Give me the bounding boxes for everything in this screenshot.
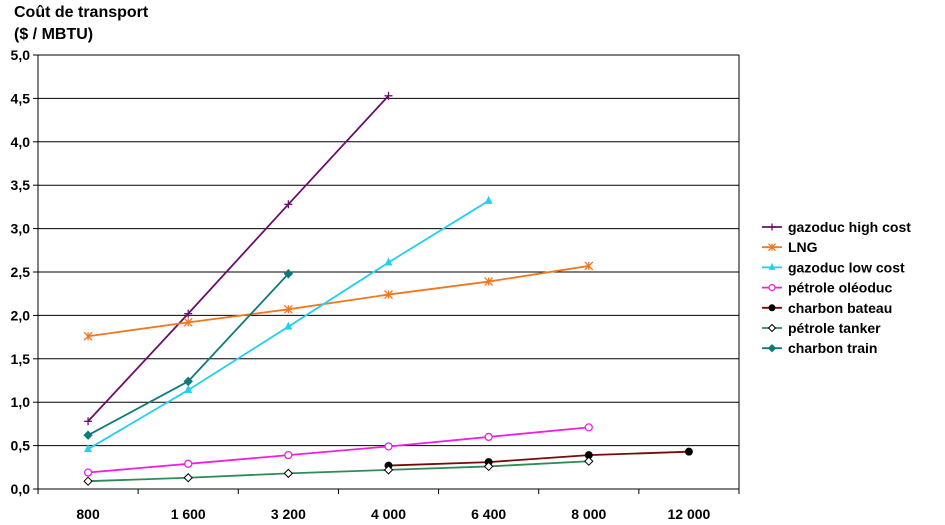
chart-title-line2: ($ / MBTU): [14, 26, 93, 43]
legend-item: gazoduc low cost: [762, 259, 905, 275]
legend-label: pétrole oléoduc: [788, 280, 892, 296]
legend: gazoduc high cost LNG gazoduc low cost pétr…: [762, 219, 911, 356]
series-2: [84, 196, 493, 452]
series-line: [88, 461, 589, 481]
x-tick-label: 1 600: [171, 506, 206, 522]
circle-open-marker: [85, 469, 92, 476]
axes: 0,0 0,5 1,0 1,5 2,0 2,5 3,0 3,5 4,0 4,5 5,0 800 1 60…: [11, 47, 739, 522]
x-tick-label: 4 000: [371, 506, 406, 522]
diamond-open-marker: [769, 325, 776, 332]
diamond-filled-marker: [769, 345, 776, 352]
legend-label: pétrole tanker: [788, 320, 881, 336]
x-tick-label: 8 000: [571, 506, 606, 522]
legend-label: LNG: [788, 239, 818, 255]
y-tick-label: 5,0: [11, 47, 31, 63]
legend-label: charbon bateau: [788, 300, 892, 316]
circle-open-marker: [385, 443, 392, 450]
y-tick-label: 1,5: [11, 351, 31, 367]
series-line: [88, 274, 288, 435]
chart-title-line1: Coût de transport: [14, 4, 149, 21]
series-4: [385, 448, 692, 469]
legend-item: LNG: [762, 239, 818, 255]
triangle-marker: [485, 196, 493, 204]
legend-label: charbon train: [788, 340, 877, 356]
x-tick-label: 3 200: [271, 506, 306, 522]
x-tick-label: 6 400: [471, 506, 506, 522]
gridlines: [38, 55, 739, 446]
y-tick-label: 0,0: [11, 481, 31, 497]
legend-item: pétrole tanker: [762, 320, 881, 336]
diamond-open-marker: [84, 477, 92, 485]
legend-item: gazoduc high cost: [762, 219, 911, 235]
x-tick-label: 12 000: [668, 506, 711, 522]
series-5: [84, 457, 593, 485]
series-line: [88, 96, 388, 422]
y-tick-label: 4,5: [11, 90, 31, 106]
series-line: [88, 266, 589, 336]
y-tick-label: 2,0: [11, 307, 31, 323]
legend-item: pétrole oléoduc: [762, 280, 892, 296]
legend-label: gazoduc high cost: [788, 219, 911, 235]
circle-filled-marker: [685, 448, 692, 455]
circle-open-marker: [769, 285, 775, 291]
series-3: [85, 424, 593, 476]
triangle-marker: [769, 263, 776, 270]
y-tick-label: 2,5: [11, 264, 31, 280]
y-tick-label: 4,0: [11, 134, 31, 150]
diamond-open-marker: [184, 474, 192, 482]
legend-label: gazoduc low cost: [788, 259, 905, 275]
series-group: [84, 92, 692, 485]
y-tick-label: 3,5: [11, 177, 31, 193]
legend-item: charbon bateau: [762, 300, 892, 316]
circle-open-marker: [185, 460, 192, 467]
series-1: [84, 262, 593, 340]
circle-open-marker: [285, 452, 292, 459]
y-tick-label: 0,5: [11, 438, 31, 454]
circle-filled-marker: [769, 305, 775, 311]
series-6: [84, 270, 292, 439]
diamond-open-marker: [284, 469, 292, 477]
plus-marker: [769, 224, 776, 231]
y-tick-label: 1,0: [11, 394, 31, 410]
y-tick-label: 3,0: [11, 221, 31, 237]
diamond-open-marker: [585, 457, 593, 465]
diamond-filled-marker: [84, 431, 92, 439]
circle-open-marker: [585, 424, 592, 431]
circle-open-marker: [485, 433, 492, 440]
x-tick-label: 800: [76, 506, 100, 522]
legend-item: charbon train: [762, 340, 877, 356]
